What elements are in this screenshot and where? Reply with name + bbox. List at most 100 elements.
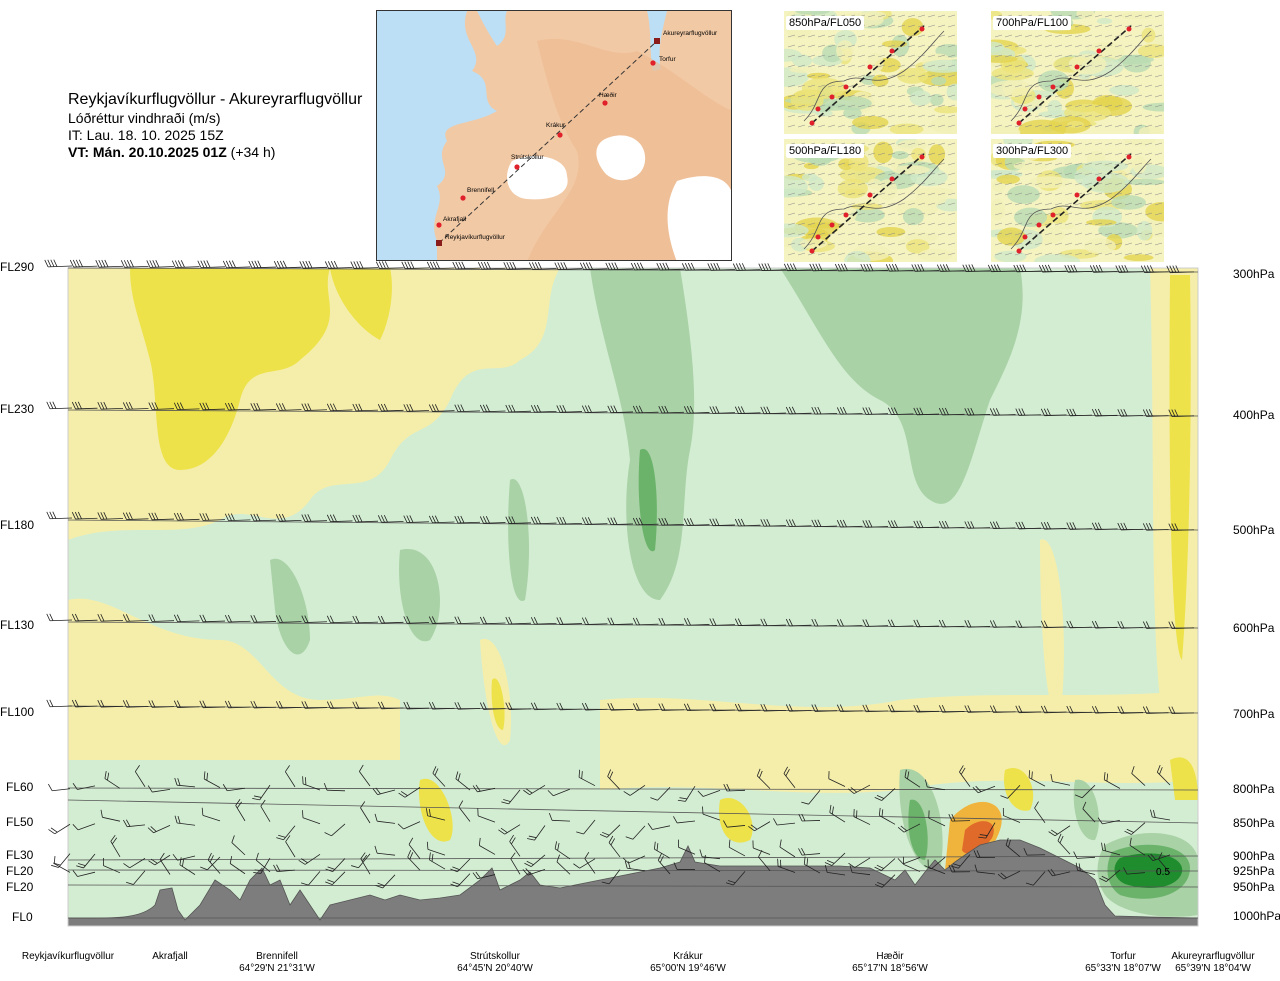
wind-barb — [836, 619, 863, 627]
wind-barb — [120, 259, 149, 268]
inset-wind-barb — [947, 242, 956, 246]
inset-wind-barb — [1104, 54, 1113, 58]
inset-wind-barb — [847, 44, 856, 48]
wind-barb — [834, 263, 863, 272]
inset-wind-barb — [1124, 212, 1133, 216]
inset-wind-barb — [927, 192, 936, 196]
wind-barb — [581, 702, 608, 711]
inset-wind-barb — [887, 84, 896, 88]
inset-wind-barb — [917, 162, 926, 166]
inset-route-point — [1036, 222, 1042, 228]
wind-barb — [647, 823, 671, 830]
inset-wind-barb — [1014, 252, 1023, 256]
inset-wind-barb — [937, 74, 946, 78]
wind-barb — [783, 263, 812, 272]
inset-wind-barb — [1094, 84, 1103, 88]
wind-barb — [122, 512, 149, 520]
inset-wind-barb — [1114, 252, 1123, 256]
inset-wind-barb — [787, 202, 796, 206]
wind-barb — [1117, 522, 1144, 531]
inset-wind-barb — [927, 114, 936, 118]
inset-wind-barb — [1034, 34, 1043, 38]
wind-barb — [811, 406, 838, 415]
updraft-zone-mid-left — [68, 598, 400, 760]
wind-barb — [454, 515, 481, 524]
inset-wind-barb — [1154, 114, 1163, 118]
inset-wind-barb — [1154, 222, 1163, 226]
inset-wind-barb — [994, 34, 1003, 38]
inset-wind-barb — [887, 74, 896, 78]
inset-wind-barb — [1154, 182, 1163, 186]
inset-wind-barb — [1134, 142, 1143, 146]
inset-wind-barb — [1104, 74, 1113, 78]
route-line — [438, 40, 658, 244]
wind-barb — [199, 700, 226, 709]
inset-wind-barb — [787, 212, 796, 216]
inset-wind-barb — [807, 162, 816, 166]
wind-barb — [298, 853, 321, 865]
wind-barb — [452, 261, 481, 270]
inset-wind-barb — [1044, 162, 1053, 166]
inset-wind-barb — [827, 162, 836, 166]
inset-wind-barb — [897, 24, 906, 28]
inset-field-blob — [1067, 120, 1084, 128]
inset-wind-barb — [1054, 104, 1063, 108]
inset-wind-barb — [877, 64, 886, 68]
inset-wind-barb — [1084, 192, 1093, 196]
pressure-level-label: 1000hPa — [1233, 909, 1280, 923]
inset-wind-barb — [917, 202, 926, 206]
inset-field-blob — [836, 40, 854, 61]
inset-wind-barb — [947, 212, 956, 216]
inset-wind-barb — [994, 84, 1003, 88]
inset-wind-barb — [917, 152, 926, 156]
inset-wind-barb — [907, 222, 916, 226]
inset-wind-barb — [1114, 212, 1123, 216]
inset-wind-barb — [887, 232, 896, 236]
inset-wind-barb — [1044, 202, 1053, 206]
inset-wind-barb — [917, 114, 926, 118]
inset-wind-barb — [1154, 54, 1163, 58]
wind-barb — [48, 783, 71, 792]
inset-wind-barb — [1094, 252, 1103, 256]
wind-barb — [224, 402, 251, 411]
inset-wind-barb — [807, 172, 816, 176]
inset-wind-barb — [857, 44, 866, 48]
inset-wind-barb — [907, 142, 916, 146]
wind-barb — [505, 516, 532, 524]
inset-wind-barb — [1004, 54, 1013, 58]
inset-wind-barb — [797, 114, 806, 118]
inset-field-blob — [991, 125, 1021, 134]
inset-wind-barb — [1084, 84, 1093, 88]
inset-wind-barb — [1134, 162, 1143, 166]
wind-barb — [377, 514, 404, 523]
inset-wind-barb — [837, 44, 846, 48]
inset-wind-barb — [907, 24, 916, 28]
inset-wind-barb — [1064, 232, 1073, 236]
wind-barb — [428, 701, 455, 710]
inset-wind-barb — [1074, 24, 1083, 28]
wind-barb — [1097, 817, 1121, 825]
wind-barb — [351, 853, 371, 869]
inset-wind-barb — [1034, 212, 1043, 216]
inset-wind-barb — [1074, 14, 1083, 18]
site-label: Akureyrarflugvöllur 65°39'N 18°04'W — [1158, 951, 1268, 975]
wind-barb — [527, 825, 546, 841]
site-label: Brennifell 64°29'N 21°31'W — [222, 951, 332, 975]
inset-wind-barb — [817, 34, 826, 38]
flight-level-label: FL130 — [0, 618, 35, 632]
inset-wind-barb — [1074, 252, 1083, 256]
wind-barb — [683, 618, 710, 626]
wind-barb — [723, 820, 746, 828]
wind-barb — [250, 700, 277, 709]
inset-wind-barb — [817, 252, 826, 256]
inset-wind-barb — [837, 74, 846, 78]
wind-barb — [632, 517, 659, 526]
inset-wind-barb — [1034, 232, 1043, 236]
inset-wind-barb — [827, 44, 836, 48]
route-point-label: Brennifell — [467, 187, 495, 194]
wind-barb — [836, 704, 863, 712]
inset-wind-barb — [1074, 222, 1083, 226]
inset-field-blob — [929, 93, 944, 106]
wind-barb — [650, 787, 671, 801]
wind-barb — [1066, 408, 1093, 417]
